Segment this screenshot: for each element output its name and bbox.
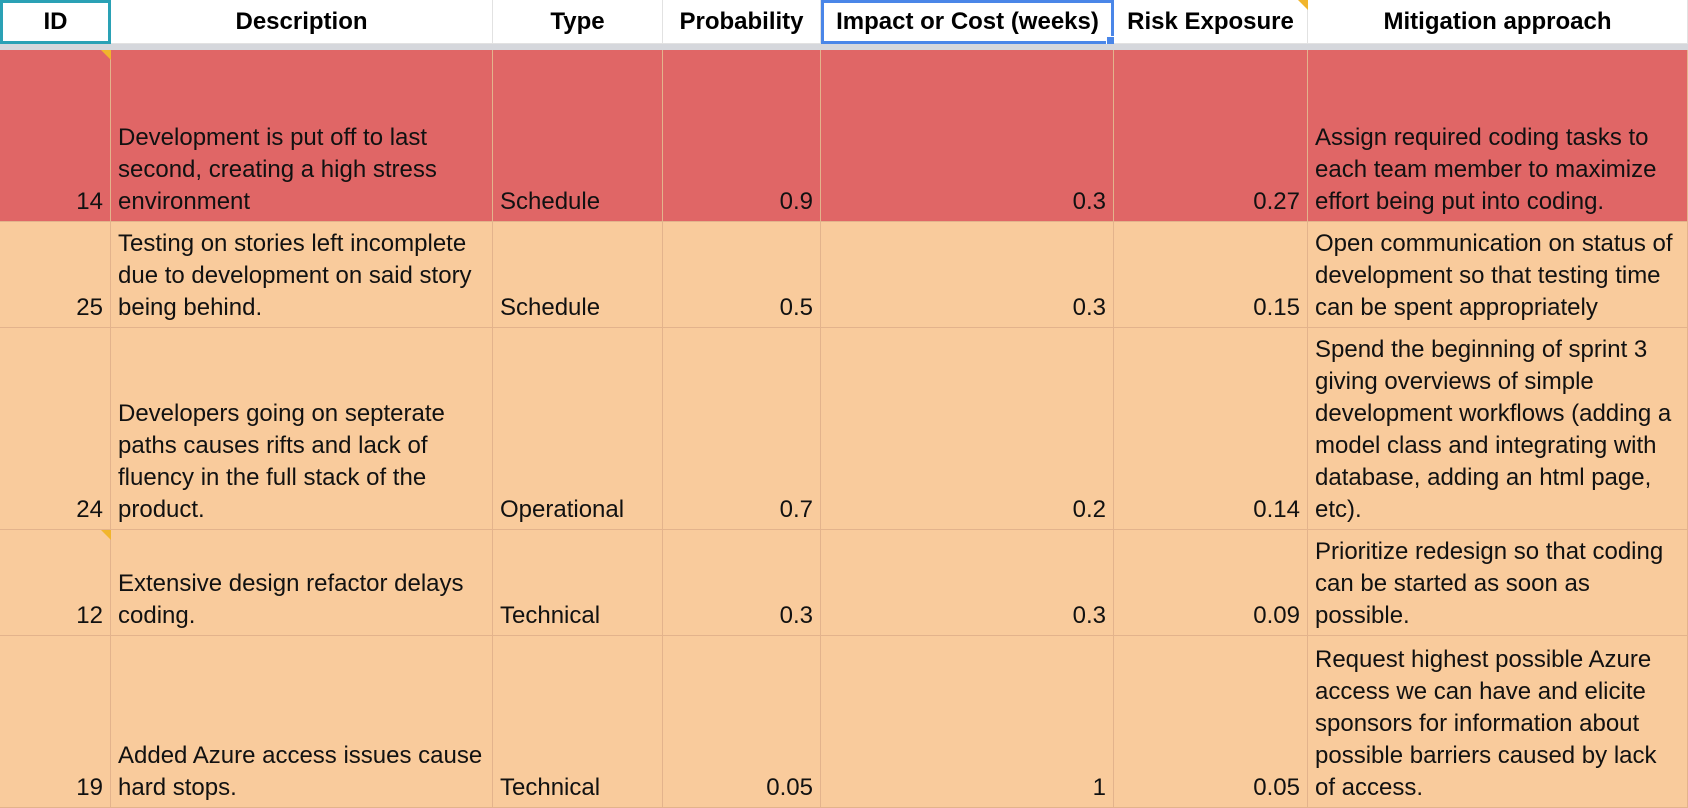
table-row: 19 Added Azure access issues cause hard … <box>0 636 1688 808</box>
cell-probability[interactable]: 0.7 <box>663 328 821 530</box>
cell-description[interactable]: Added Azure access issues cause hard sto… <box>111 636 493 808</box>
cell-probability[interactable]: 0.05 <box>663 636 821 808</box>
cell-exposure[interactable]: 0.05 <box>1114 636 1308 808</box>
cell-impact[interactable]: 1 <box>821 636 1114 808</box>
cell-exposure[interactable]: 0.14 <box>1114 328 1308 530</box>
cell-mitigation[interactable]: Request highest possible Azure access we… <box>1308 636 1688 808</box>
column-header-exposure[interactable]: Risk Exposure <box>1114 0 1308 44</box>
comment-marker-icon[interactable] <box>1298 0 1308 10</box>
table-row: 25 Testing on stories left incomplete du… <box>0 222 1688 328</box>
cell-type[interactable]: Technical <box>493 636 663 808</box>
cell-type[interactable]: Schedule <box>493 222 663 328</box>
cell-id[interactable]: 19 <box>0 636 111 808</box>
comment-marker-icon[interactable] <box>101 530 111 540</box>
cell-impact[interactable]: 0.3 <box>821 530 1114 636</box>
comment-marker-icon[interactable] <box>101 50 111 60</box>
cell-probability[interactable]: 0.5 <box>663 222 821 328</box>
cell-impact[interactable]: 0.2 <box>821 328 1114 530</box>
cell-impact[interactable]: 0.3 <box>821 50 1114 222</box>
cell-impact[interactable]: 0.3 <box>821 222 1114 328</box>
cell-id[interactable]: 12 <box>0 530 111 636</box>
cell-exposure[interactable]: 0.15 <box>1114 222 1308 328</box>
cell-type[interactable]: Technical <box>493 530 663 636</box>
frozen-row-divider <box>0 44 1688 50</box>
cell-mitigation[interactable]: Open communication on status of developm… <box>1308 222 1688 328</box>
cell-description[interactable]: Extensive design refactor delays coding. <box>111 530 493 636</box>
cell-type[interactable]: Schedule <box>493 50 663 222</box>
cell-probability[interactable]: 0.9 <box>663 50 821 222</box>
cell-description[interactable]: Developers going on septerate paths caus… <box>111 328 493 530</box>
column-header-probability[interactable]: Probability <box>663 0 821 44</box>
cell-mitigation[interactable]: Spend the beginning of sprint 3 giving o… <box>1308 328 1688 530</box>
column-header-mitigation[interactable]: Mitigation approach <box>1308 0 1688 44</box>
cell-exposure[interactable]: 0.09 <box>1114 530 1308 636</box>
cell-description[interactable]: Testing on stories left incomplete due t… <box>111 222 493 328</box>
cell-id[interactable]: 25 <box>0 222 111 328</box>
cell-id[interactable]: 14 <box>0 50 111 222</box>
column-header-id[interactable]: ID <box>0 0 111 44</box>
cell-id[interactable]: 24 <box>0 328 111 530</box>
cell-mitigation[interactable]: Assign required coding tasks to each tea… <box>1308 50 1688 222</box>
cell-mitigation[interactable]: Prioritize redesign so that coding can b… <box>1308 530 1688 636</box>
table-row: 24 Developers going on septerate paths c… <box>0 328 1688 530</box>
cell-exposure[interactable]: 0.27 <box>1114 50 1308 222</box>
table-row: 14 Development is put off to last second… <box>0 50 1688 222</box>
column-header-type[interactable]: Type <box>493 0 663 44</box>
column-header-description[interactable]: Description <box>111 0 493 44</box>
cell-description[interactable]: Development is put off to last second, c… <box>111 50 493 222</box>
cell-type[interactable]: Operational <box>493 328 663 530</box>
column-header-impact[interactable]: Impact or Cost (weeks) <box>821 0 1114 44</box>
table-row: 12 Extensive design refactor delays codi… <box>0 530 1688 636</box>
cell-probability[interactable]: 0.3 <box>663 530 821 636</box>
